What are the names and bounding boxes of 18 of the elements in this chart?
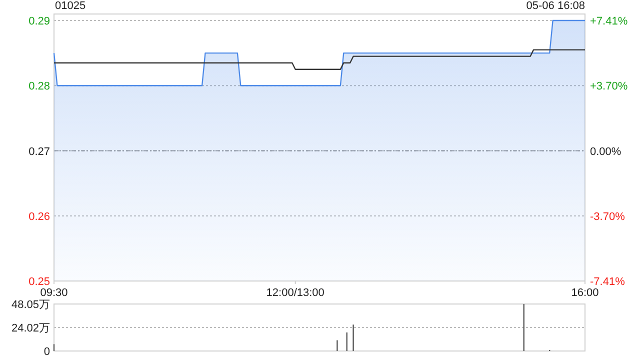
y-tick-label: 0 xyxy=(44,346,50,358)
y-tick-label: 48.05万 xyxy=(11,299,50,311)
y-tick-label: 0.26 xyxy=(28,210,50,223)
text: 05-06 16:08 xyxy=(526,0,585,12)
chart-title: 01025 xyxy=(55,0,86,12)
y-tick-label: 24.02万 xyxy=(11,322,50,335)
y-tick-label: 0.28 xyxy=(28,80,50,93)
x-tick-label: 09:30 xyxy=(40,287,68,299)
y2-tick-label: +7.41% xyxy=(590,16,628,28)
y2-tick-label: 0.00% xyxy=(590,146,622,158)
y2-tick-label: -3.70% xyxy=(590,210,626,223)
y-tick-label: 0.29 xyxy=(28,16,50,28)
y2-tick-label: -7.41% xyxy=(590,276,626,288)
y-tick-label: 0.27 xyxy=(28,146,50,158)
y2-tick-label: +3.70% xyxy=(590,80,628,93)
x-tick-label: 12:00/13:00 xyxy=(266,287,324,299)
x-tick-label: 16:00 xyxy=(571,287,599,299)
y-tick-label: 0.25 xyxy=(28,276,50,288)
